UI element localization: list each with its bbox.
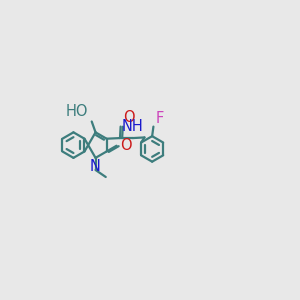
Text: HO: HO <box>65 103 88 118</box>
Text: O: O <box>121 138 132 153</box>
Text: F: F <box>155 111 164 126</box>
Text: O: O <box>124 110 135 124</box>
Text: NH: NH <box>122 119 144 134</box>
Text: N: N <box>90 159 101 174</box>
